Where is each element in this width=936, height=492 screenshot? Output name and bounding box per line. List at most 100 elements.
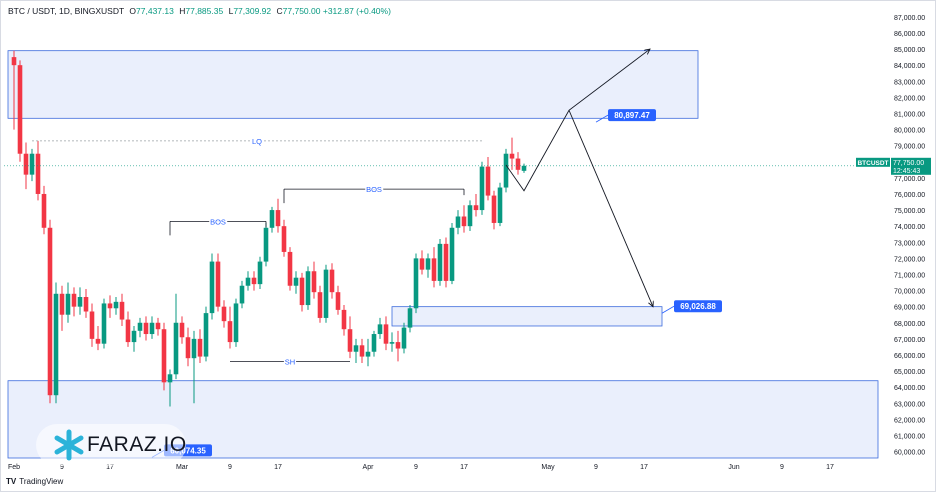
candle-body	[347, 329, 353, 352]
y-tick-label: 82,000.00	[894, 95, 925, 102]
candle-body	[515, 158, 521, 170]
candle-body	[143, 322, 149, 335]
tradingview-logo-icon: TV	[6, 477, 17, 486]
candle-body	[383, 324, 389, 344]
y-tick-label: 70,000.00	[894, 289, 925, 296]
candle-body	[53, 293, 59, 396]
candle-body	[359, 345, 365, 357]
candle-body	[137, 322, 143, 331]
x-tick-label: 17	[640, 464, 648, 471]
candle-body	[437, 243, 443, 281]
candle-body	[503, 153, 509, 188]
price-tag-value: 77,750.00	[893, 160, 924, 167]
x-tick-label: Feb	[8, 464, 20, 471]
price-label-pointer	[595, 114, 609, 123]
candle-body	[83, 297, 89, 312]
candle-body	[413, 258, 419, 309]
price-label-text: 60,074.35	[170, 446, 206, 455]
candle-body	[71, 293, 77, 307]
candle-body	[149, 322, 155, 335]
y-tick-label: 79,000.00	[894, 144, 925, 151]
candle-body	[467, 205, 473, 227]
candle-body	[479, 166, 485, 211]
price-label-text: 69,026.88	[680, 302, 716, 311]
y-tick-label: 60,000.00	[894, 450, 925, 457]
y-tick-label: 63,000.00	[894, 401, 925, 408]
candle-body	[125, 319, 131, 343]
x-tick-label: 9	[780, 464, 784, 471]
y-tick-label: 69,000.00	[894, 305, 925, 312]
candle-body	[311, 271, 317, 293]
candle-body	[113, 301, 119, 309]
y-tick-label: 80,000.00	[894, 128, 925, 135]
low-label: L	[228, 6, 234, 16]
candle-body	[203, 313, 209, 357]
candle-body	[251, 277, 257, 285]
faraz-logo-icon	[54, 429, 84, 461]
candle-body	[41, 193, 47, 228]
candle-body	[389, 342, 395, 344]
y-tick-label: 86,000.00	[894, 31, 925, 38]
candle-body	[323, 269, 329, 318]
x-tick-label: Jun	[728, 464, 739, 471]
y-tick-label: 77,000.00	[894, 176, 925, 183]
candle-body	[287, 251, 293, 286]
y-tick-label: 84,000.00	[894, 63, 925, 70]
candle-body	[65, 293, 71, 315]
candle-body	[341, 309, 347, 330]
supply-zone-top	[7, 50, 699, 119]
symbol-title: BTC / USDT, 1D, BINGXUSDT	[8, 6, 125, 16]
watermark-text: FARAZ.IO	[87, 433, 187, 456]
candle-body	[443, 243, 449, 281]
x-tick-label: 9	[228, 464, 232, 471]
candle-body	[509, 153, 515, 159]
candle-body	[455, 216, 461, 228]
candle-body	[485, 166, 491, 196]
x-tick-label: May	[541, 464, 555, 471]
x-tick-label: 17	[826, 464, 834, 471]
price-label-box	[608, 109, 656, 122]
y-tick-label: 76,000.00	[894, 192, 925, 199]
candle-body	[335, 292, 341, 310]
candle-body	[89, 311, 95, 339]
x-tick-label: 17	[460, 464, 468, 471]
y-tick-label: 68,000.00	[894, 321, 925, 328]
tradingview-brand: TradingView	[19, 477, 64, 486]
candle-body	[131, 330, 137, 343]
candle-body	[293, 277, 299, 286]
candle-body	[425, 258, 431, 270]
candle-body	[299, 277, 305, 306]
x-tick-label: 9	[414, 464, 418, 471]
candle-body	[185, 337, 191, 359]
candle-body	[353, 345, 359, 352]
level-label: BOS	[210, 217, 226, 226]
open-label: O	[129, 6, 137, 16]
candle-body	[179, 322, 185, 338]
candle-body	[317, 292, 323, 318]
candle-body	[11, 57, 17, 66]
symbol-tag-text: BTCUSDT	[857, 160, 888, 167]
candle-body	[431, 258, 437, 281]
level-label: BOS	[366, 185, 382, 194]
x-tick-label: 9	[60, 464, 64, 471]
candle-body	[227, 321, 233, 343]
candle-body	[173, 322, 179, 375]
y-tick-label: 74,000.00	[894, 224, 925, 231]
y-tick-label: 67,000.00	[894, 337, 925, 344]
candle-body	[419, 258, 425, 270]
demand-zone-mid	[391, 306, 663, 327]
high-label: H	[179, 6, 186, 16]
candle-body	[449, 227, 455, 281]
candle-body	[167, 374, 173, 383]
tradingview-footer[interactable]: TV TradingView	[6, 477, 63, 486]
candle-body	[245, 277, 251, 286]
candle-body	[269, 210, 275, 228]
y-tick-label: 71,000.00	[894, 272, 925, 279]
price-label-text: 80,897.47	[614, 111, 650, 120]
candle-body	[365, 351, 371, 357]
candle-body	[275, 210, 281, 227]
y-tick-label: 66,000.00	[894, 353, 925, 360]
candle-body	[473, 205, 479, 211]
y-tick-label: 72,000.00	[894, 256, 925, 263]
